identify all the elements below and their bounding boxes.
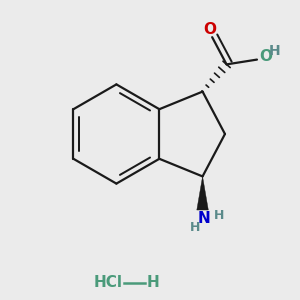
- Text: O: O: [203, 22, 216, 37]
- Text: H: H: [213, 209, 224, 222]
- Text: H: H: [269, 44, 281, 58]
- Text: N: N: [198, 211, 211, 226]
- Text: H: H: [147, 275, 160, 290]
- Text: H: H: [190, 221, 200, 234]
- Text: O: O: [260, 49, 272, 64]
- Polygon shape: [197, 176, 208, 210]
- Text: HCl: HCl: [94, 275, 123, 290]
